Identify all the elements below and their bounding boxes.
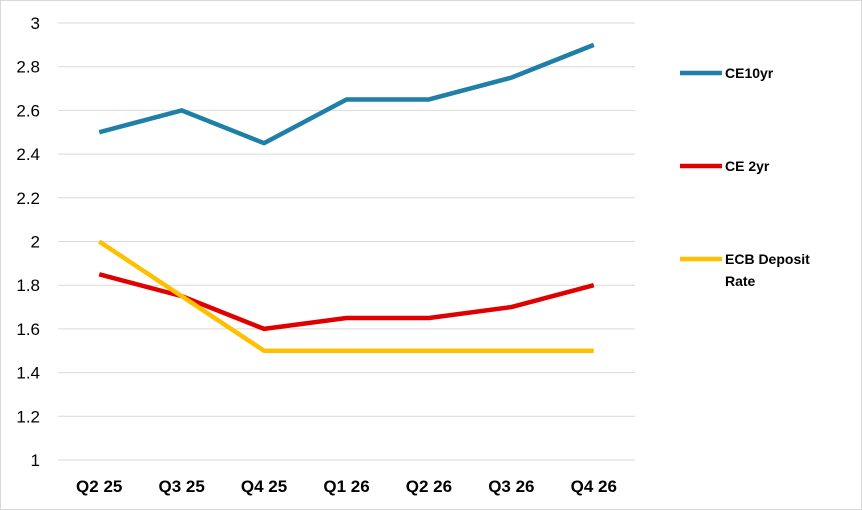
y-tick-label: 3: [31, 14, 40, 33]
y-tick-label: 2.2: [16, 189, 40, 208]
y-tick-label: 1.6: [16, 320, 40, 339]
x-axis: Q2 25 Q3 25 Q4 25 Q1 26 Q2 26 Q3 26 Q4 26: [58, 459, 635, 496]
y-tick-label: 1.2: [16, 407, 40, 426]
x-tick-label: Q3 25: [158, 477, 204, 496]
legend-label: CE 2yr: [725, 158, 770, 174]
x-tick-label: Q4 26: [571, 477, 617, 496]
x-tick-label: Q1 26: [323, 477, 369, 496]
y-tick-label: 2.6: [16, 101, 40, 120]
x-tick-label: Q4 25: [241, 477, 287, 496]
y-tick-label: 2.4: [16, 145, 40, 164]
y-tick-label: 2: [31, 233, 40, 252]
series-line-2: [97, 239, 594, 353]
y-tick-label: 2.8: [16, 58, 40, 77]
x-tick-label: Q3 26: [488, 477, 534, 496]
y-tick-label: 1: [31, 451, 40, 470]
series-lines: [97, 42, 595, 353]
series-line-1: [98, 272, 595, 332]
legend-label: ECB Deposit: [725, 251, 810, 267]
legend: CE10yr CE 2yr ECB Deposit Rate: [680, 65, 810, 289]
y-tick-label: 1.8: [16, 276, 40, 295]
x-tick-label: Q2 26: [406, 477, 452, 496]
x-tick-label: Q2 25: [76, 477, 122, 496]
series-line-0: [98, 42, 595, 146]
y-tick-label: 1.4: [16, 364, 40, 383]
legend-label: Rate: [725, 273, 756, 289]
y-axis: 1 1.2 1.4 1.6 1.8 2 2.2 2.4 2.6 2.8 3: [16, 14, 40, 470]
gridlines: [58, 22, 635, 417]
legend-label: CE10yr: [725, 65, 774, 81]
